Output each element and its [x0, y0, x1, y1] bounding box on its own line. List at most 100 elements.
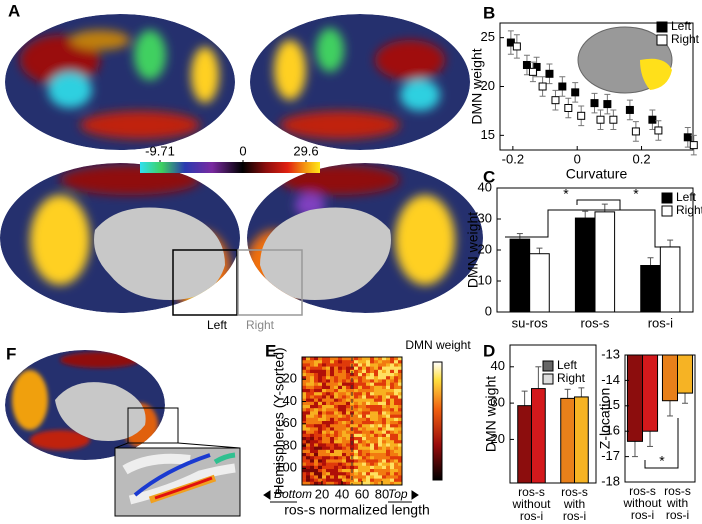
heatmap-cell [314, 424, 319, 428]
heatmap-cell [370, 392, 375, 396]
heatmap-cell [310, 446, 315, 451]
heatmap-cell [350, 401, 355, 406]
heatmap-cell [362, 395, 367, 399]
y-tick-label: 20 [481, 78, 495, 93]
heatmap-cell [366, 472, 371, 476]
heatmap-cell [366, 453, 371, 457]
heatmap-cell [362, 462, 367, 467]
heatmap-cell [378, 414, 383, 419]
heatmap-cell [350, 443, 355, 447]
zoom-inset [114, 447, 241, 517]
heatmap-cell [350, 382, 355, 387]
heatmap-cell [358, 360, 363, 364]
heatmap-cell [322, 405, 327, 409]
heatmap-cell [334, 417, 339, 422]
heatmap-cell [394, 389, 399, 393]
point [577, 111, 586, 120]
heatmap-cell [338, 366, 343, 371]
heatmap-cell [370, 430, 375, 435]
heatmap-cell [366, 427, 371, 431]
heatmap-cell [310, 456, 315, 460]
heatmap-cell [378, 366, 383, 371]
heatmap-cell [370, 481, 375, 486]
y-tick-label: 25 [481, 29, 495, 44]
heatmap-cell [306, 357, 311, 361]
heatmap-cell [322, 373, 327, 377]
heatmap-cell [370, 405, 375, 409]
bar [574, 396, 589, 484]
heatmap-cell [310, 465, 315, 470]
legend-swatch [661, 205, 673, 217]
heatmap-cell [378, 437, 383, 441]
heatmap-cell [318, 382, 323, 387]
heatmap-cell [338, 478, 343, 483]
heatmap-cell [362, 414, 367, 419]
heatmap-cell [378, 379, 383, 383]
heatmap-cell [362, 373, 367, 377]
heatmap-cell [342, 385, 347, 390]
significance-star: * [633, 186, 639, 202]
heatmap-cell [326, 417, 331, 422]
heatmap-cell [346, 469, 351, 473]
heatmap-cell [358, 395, 363, 399]
heatmap-cell [318, 357, 323, 361]
heatmap-cell [378, 475, 383, 479]
heatmap-cell [314, 379, 319, 383]
heatmap-cell [350, 424, 355, 428]
heatmap-cell [370, 427, 375, 431]
heatmap-cell [374, 459, 379, 463]
heatmap-cell [338, 453, 343, 457]
heatmap-cell [342, 401, 347, 406]
heatmap-cell [314, 427, 319, 431]
heatmap-cell [354, 389, 359, 393]
heatmap-cell [398, 376, 403, 380]
heatmap-cell [318, 360, 323, 364]
heatmap-cell [338, 424, 343, 428]
heatmap-cell [342, 421, 347, 425]
bar [517, 405, 532, 484]
heatmap-cell [358, 405, 363, 409]
heatmap-cell [398, 417, 403, 422]
heatmap-cell [314, 401, 319, 406]
point [625, 105, 634, 114]
heatmap-cell [382, 382, 387, 387]
heatmap-cell [386, 472, 391, 476]
heatmap-cell [306, 459, 311, 463]
panel-letter: F [6, 344, 16, 363]
heatmap-cell [390, 414, 395, 419]
heatmap-cell [314, 382, 319, 387]
heatmap-cell [370, 437, 375, 441]
heatmap-cell [362, 449, 367, 454]
heatmap-cell [346, 401, 351, 406]
y-tick-label: -17 [601, 448, 620, 463]
heatmap-cell [366, 481, 371, 486]
heatmap-cell [362, 401, 367, 406]
heatmap-cell [370, 417, 375, 422]
heatmap-cell [310, 385, 315, 390]
heatmap-cell [378, 446, 383, 451]
heatmap-cell [302, 453, 307, 457]
heatmap-cell [378, 363, 383, 367]
heatmap-cell [386, 385, 391, 390]
heatmap-cell [398, 369, 403, 374]
heatmap-cell [362, 424, 367, 428]
heatmap-cell [398, 424, 403, 428]
heatmap-cell [314, 385, 319, 390]
heatmap-cell [386, 469, 391, 473]
heatmap-cell [366, 382, 371, 387]
bar [531, 388, 546, 484]
heatmap-cell [314, 433, 319, 438]
heatmap-cell [390, 443, 395, 447]
heatmap-cell [366, 392, 371, 396]
heatmap-cell [358, 385, 363, 390]
y-axis-label: DMN weight [483, 376, 499, 452]
heatmap-cell [390, 456, 395, 460]
heatmap-cell [322, 411, 327, 415]
heatmap-cell [362, 405, 367, 409]
heatmap-cell [334, 440, 339, 444]
heatmap-cell [314, 408, 319, 412]
x-tick-label: without [622, 496, 662, 510]
heatmap-cell [322, 363, 327, 367]
heatmap-cell [318, 389, 323, 393]
heatmap-cell [370, 382, 375, 387]
